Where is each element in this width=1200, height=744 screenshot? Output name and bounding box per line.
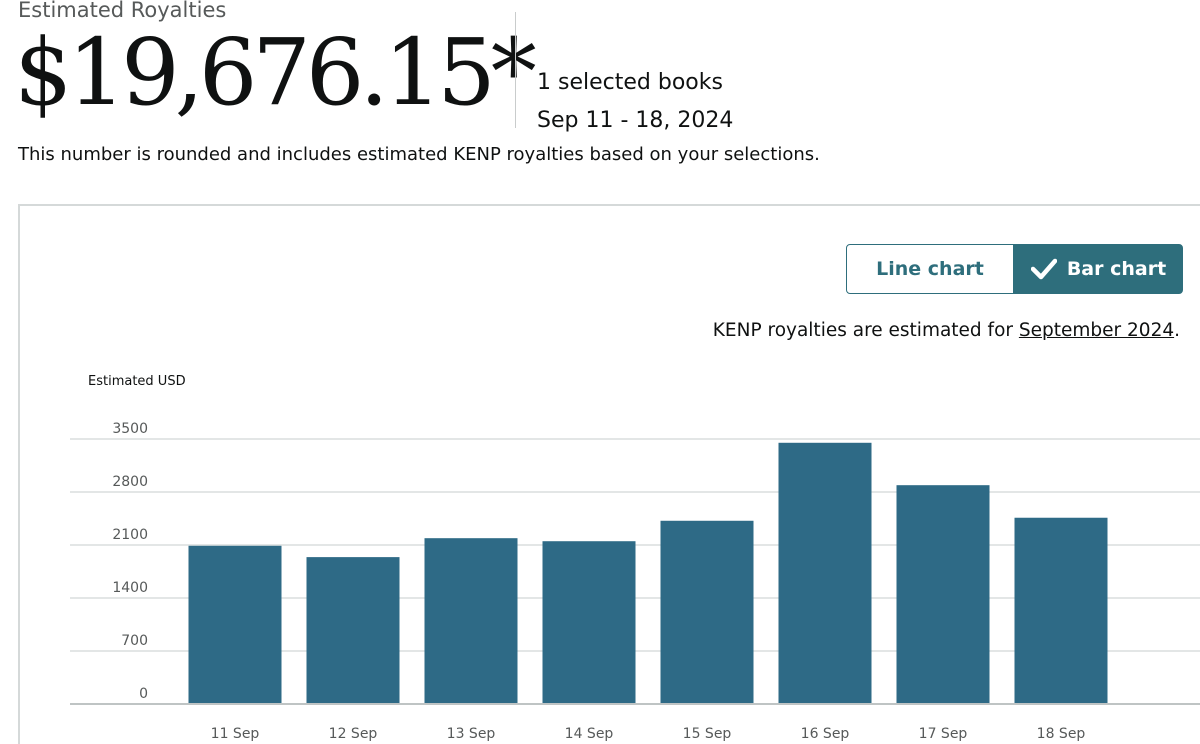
x-tick-label: 18 Sep [1037,726,1086,742]
bar [778,442,872,704]
bar [424,538,518,704]
chart-type-toggle: Line chart Bar chart [846,244,1183,294]
line-chart-button[interactable]: Line chart [846,244,1014,294]
royalties-label: Estimated Royalties [18,0,227,22]
selected-books-count: 1 selected books [537,70,723,95]
y-axis-title: Estimated USD [88,374,186,389]
y-tick-label: 2800 [112,474,148,490]
y-tick-label: 1400 [112,580,148,596]
x-tick-label: 11 Sep [211,726,260,742]
bar-chart-label: Bar chart [1066,258,1167,280]
x-tick-label: 14 Sep [565,726,614,742]
kenp-note: KENP royalties are estimated for Septemb… [713,320,1180,341]
y-tick-label: 2100 [112,527,148,543]
royalties-bar-chart: Estimated USD 0 700 1400 2100 2800 3500 11 Sep 1… [70,374,1200,742]
x-tick-label: 17 Sep [919,726,968,742]
checkmark-icon [1030,258,1057,280]
header-divider [515,12,516,128]
bar [660,520,754,704]
bar [188,545,282,704]
y-tick-label: 3500 [112,421,148,437]
royalties-amount: $19,676.15* [14,19,537,126]
x-tick-label: 12 Sep [329,726,378,742]
bar-chart-button[interactable]: Bar chart [1014,244,1183,294]
bar [1014,517,1108,704]
kenp-month-link[interactable]: September 2024 [1018,320,1175,341]
bar [896,485,990,704]
chart-panel: Line chart Bar chart KENP royalties are … [18,204,1200,744]
x-tick-label: 13 Sep [447,726,496,742]
y-tick-label: 700 [121,633,148,649]
bar [542,541,636,704]
date-range: Sep 11 - 18, 2024 [537,108,734,133]
kenp-note-text: KENP royalties are estimated for [712,320,1019,341]
x-tick-label: 15 Sep [683,726,732,742]
x-tick-label: 16 Sep [801,726,850,742]
y-tick-label: 0 [139,686,148,702]
rounding-note: This number is rounded and includes esti… [18,144,820,165]
line-chart-label: Line chart [876,258,984,280]
selection-summary: 1 selected books Sep 11 - 18, 2024 [537,64,733,140]
kenp-note-suffix: . [1174,320,1180,341]
bar [306,557,400,704]
